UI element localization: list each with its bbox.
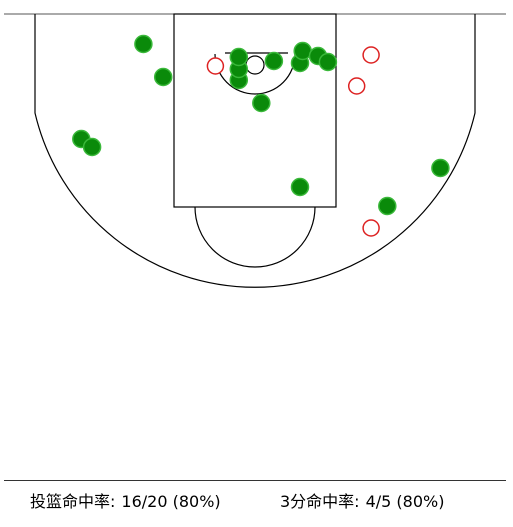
made-shot-marker bbox=[431, 158, 450, 178]
missed-shot-marker bbox=[347, 77, 366, 95]
shot-markers bbox=[72, 34, 450, 237]
made-shot-marker bbox=[82, 137, 102, 157]
three-point-label: 3分命中率: bbox=[280, 492, 360, 511]
shot-chart bbox=[4, 13, 506, 288]
made-shot-marker bbox=[318, 52, 338, 72]
divider bbox=[4, 480, 506, 481]
three-point-line bbox=[34, 14, 476, 288]
made-shot-marker bbox=[252, 93, 271, 113]
made-shot-marker bbox=[378, 196, 397, 216]
free-throw-circle bbox=[194, 206, 316, 268]
missed-shot-marker bbox=[362, 219, 380, 237]
missed-shot-marker bbox=[362, 46, 380, 64]
made-shot-marker bbox=[134, 34, 153, 54]
made-shot-marker bbox=[264, 51, 284, 71]
made-shot-marker bbox=[293, 41, 312, 61]
made-shot-marker bbox=[290, 177, 310, 197]
half-court bbox=[4, 13, 506, 288]
paint-key bbox=[173, 13, 337, 208]
missed-shot-marker bbox=[206, 57, 225, 75]
field-goal-stat: 投篮命中率: 16/20 (80%) bbox=[30, 488, 221, 512]
three-point-stat: 3分命中率: 4/5 (80%) bbox=[280, 488, 444, 512]
rim bbox=[245, 55, 265, 75]
shooting-stats: 投篮命中率: 16/20 (80%) 3分命中率: 4/5 (80%) bbox=[0, 486, 513, 514]
made-shot-marker bbox=[153, 67, 173, 87]
field-goal-value: 16/20 (80%) bbox=[121, 492, 221, 511]
made-shot-marker bbox=[229, 47, 249, 67]
field-goal-label: 投篮命中率: bbox=[30, 492, 116, 511]
three-point-value: 4/5 (80%) bbox=[365, 492, 445, 511]
